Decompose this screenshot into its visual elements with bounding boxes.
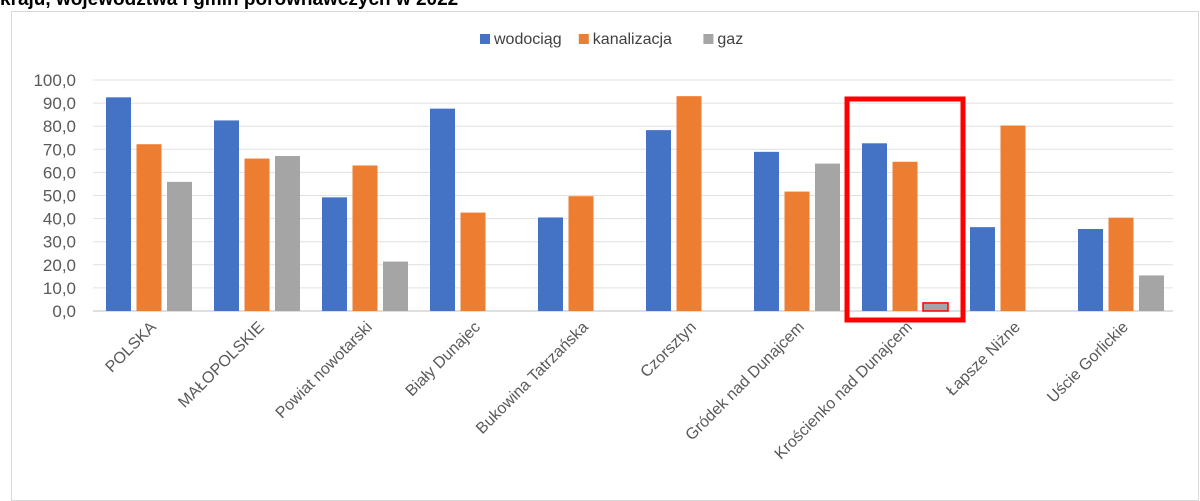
bar-kanalizacja	[244, 158, 270, 311]
bar-chart: 0,0 10,0 20,0 30,0 40,0 50,0 60,0 70,0 80,0 90,0 1…	[33, 31, 1173, 463]
legend-swatch	[703, 34, 714, 44]
bar-kanalizacja	[1108, 217, 1134, 311]
x-tick-label: Bukowina Tatrzańska	[473, 319, 592, 438]
y-tick-label: 20,0	[43, 256, 76, 275]
bar-kanalizacja	[352, 165, 378, 311]
y-tick-label: 60,0	[43, 163, 76, 182]
legend-label: kanalizacja	[593, 31, 672, 48]
x-tick-label: Czorsztyn	[638, 319, 700, 381]
legend-swatch	[578, 34, 589, 44]
y-tick-label: 30,0	[43, 233, 76, 252]
highlight-box	[844, 96, 966, 323]
bar-kanalizacja	[568, 196, 594, 311]
legend-swatch	[480, 34, 490, 44]
bar-kanalizacja	[1000, 125, 1026, 311]
y-tick-label: 70,0	[43, 140, 76, 159]
bar-kanalizacja	[784, 191, 810, 311]
x-tick-label: Biały Dunajec	[403, 319, 484, 400]
legend-label: wodociąg	[493, 31, 562, 48]
x-tick-label: POLSKA	[103, 319, 161, 377]
highlight-bar-outline	[922, 302, 949, 312]
x-tick-label: MAŁOPOLSKIE	[175, 319, 268, 412]
y-tick-label: 50,0	[43, 187, 76, 206]
bar-gaz	[923, 302, 948, 311]
bar-wodociąg	[1078, 228, 1103, 311]
bar-gaz	[167, 181, 192, 311]
bar-gaz	[383, 261, 408, 311]
bar-gaz	[1139, 275, 1164, 311]
y-tick-label: 10,0	[43, 279, 76, 298]
x-tick-label: Uście Gorlickie	[1044, 319, 1132, 407]
y-tick-label: 0,0	[52, 302, 76, 321]
legend-label: gaz	[717, 31, 743, 48]
y-tick-label: 40,0	[43, 210, 76, 229]
bar-wodociąg	[538, 217, 563, 311]
bar-wodociąg	[106, 97, 131, 311]
y-tick-label: 90,0	[43, 94, 76, 113]
bar-kanalizacja	[676, 96, 702, 311]
y-tick-label: 80,0	[43, 117, 76, 136]
x-tick-label: Gródek nad Dunajcem	[683, 319, 808, 444]
x-tick-label: Łapsze Niżne	[943, 319, 1024, 400]
bar-wodociąg	[754, 151, 779, 311]
bar-wodociąg	[322, 197, 347, 311]
bar-gaz	[275, 155, 300, 311]
bar-wodociąg	[862, 143, 887, 311]
bar-wodociąg	[214, 120, 239, 311]
bar-kanalizacja	[460, 212, 486, 311]
x-tick-label: Powiat nowotarski	[273, 319, 376, 422]
bar-kanalizacja	[892, 161, 918, 311]
bar-wodociąg	[970, 227, 995, 311]
bar-kanalizacja	[136, 144, 162, 311]
bar-gaz	[815, 163, 840, 311]
y-tick-label: 100,0	[33, 71, 76, 90]
bar-wodociąg	[430, 108, 455, 311]
page-title: kraju, województwa i gmin porównawczych …	[0, 0, 458, 12]
bar-wodociąg	[646, 130, 671, 311]
